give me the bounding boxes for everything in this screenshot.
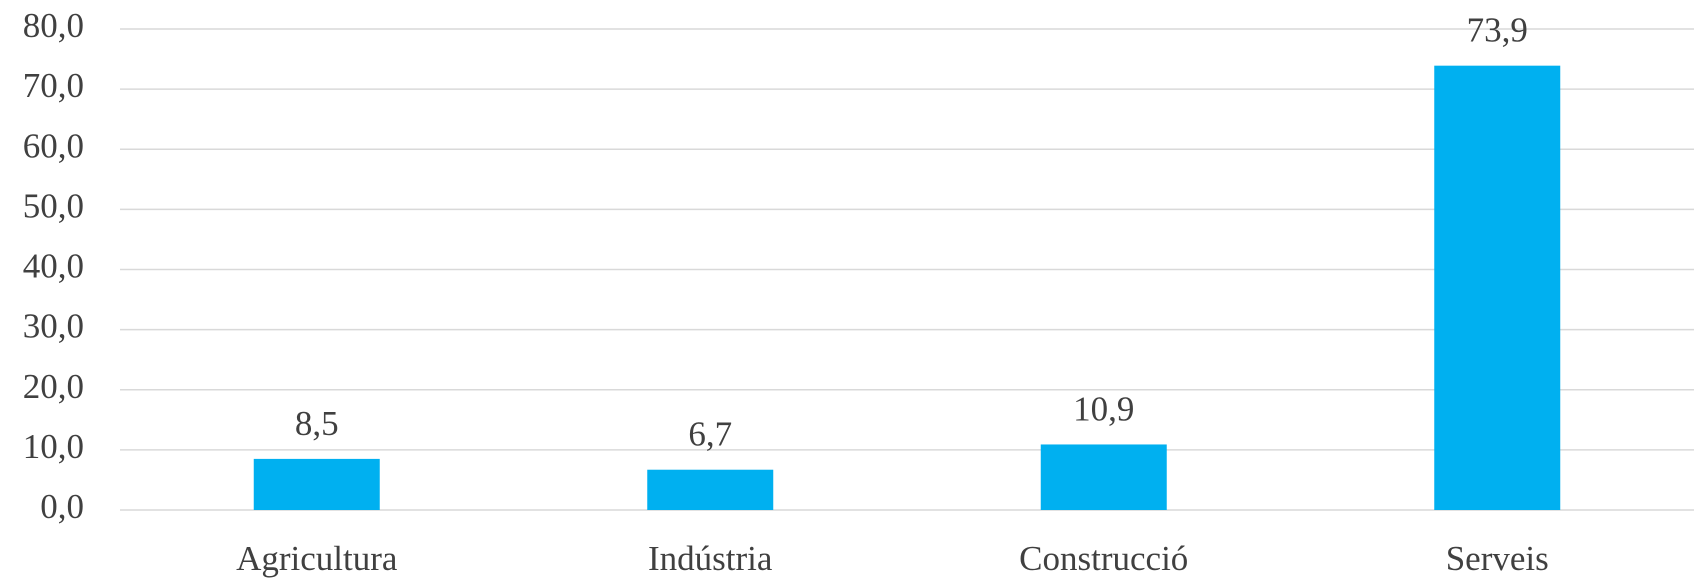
y-tick-label: 80,0 — [23, 6, 84, 45]
bar — [1434, 65, 1561, 511]
value-label: 73,9 — [1467, 11, 1528, 50]
x-tick-label: Indústria — [648, 539, 773, 578]
x-tick-label: Construcció — [1019, 539, 1188, 578]
y-tick-label: 30,0 — [23, 307, 84, 346]
value-label: 6,7 — [688, 415, 732, 454]
x-tick-label: Serveis — [1446, 539, 1549, 578]
x-tick-label: Agricultura — [236, 539, 398, 578]
value-label: 10,9 — [1073, 389, 1134, 428]
bar — [253, 458, 380, 510]
y-tick-label: 10,0 — [23, 427, 84, 466]
y-tick-label: 40,0 — [23, 247, 84, 286]
y-tick-label: 0,0 — [40, 487, 84, 526]
bar — [1040, 444, 1167, 510]
y-tick-label: 50,0 — [23, 186, 84, 225]
y-tick-label: 60,0 — [23, 126, 84, 165]
bar — [647, 469, 774, 510]
y-tick-label: 20,0 — [23, 367, 84, 406]
value-label: 8,5 — [295, 404, 339, 443]
y-tick-label: 70,0 — [23, 66, 84, 105]
